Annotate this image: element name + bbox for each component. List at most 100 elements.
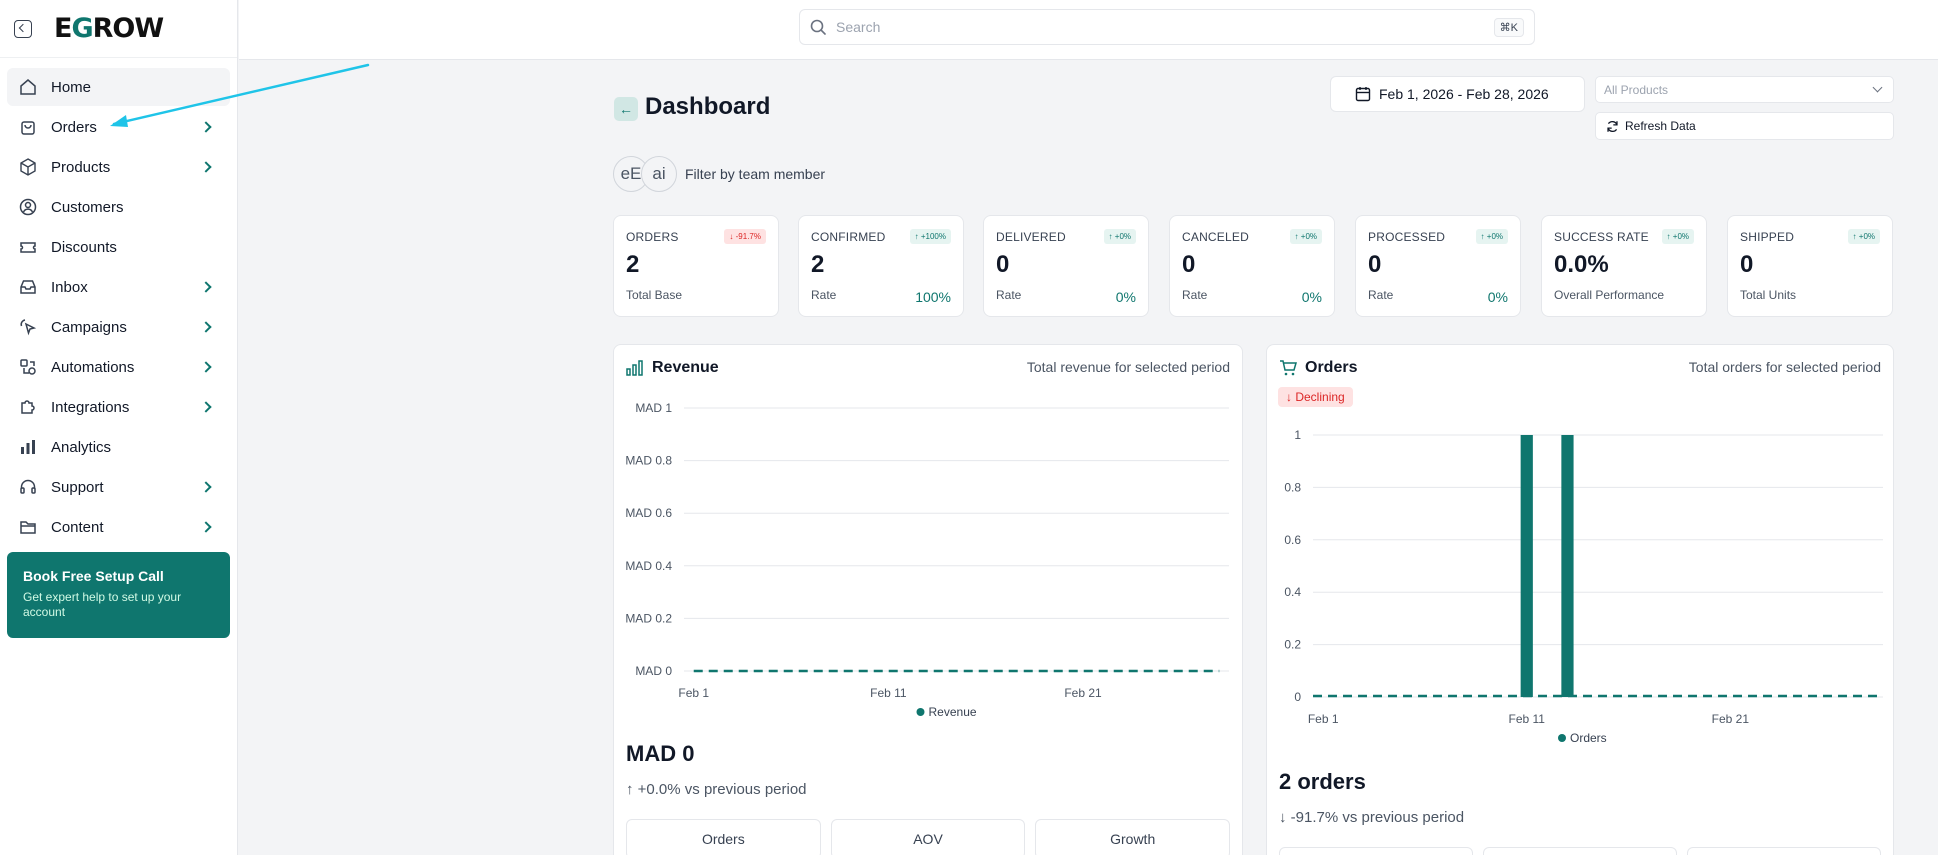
top-bar: Search ⌘K [239,0,1938,60]
search-input[interactable]: Search ⌘K [799,9,1535,45]
orders-comparison: ↓ -91.7% vs previous period [1279,809,1465,826]
chevron-right-icon[interactable] [200,521,212,533]
stat-value: 0 [1182,251,1196,278]
stat-sub: Rate [1368,288,1394,302]
legend-marker [1558,734,1566,742]
collapse-sidebar-icon[interactable] [14,19,32,38]
orders-panel: Orders Total orders for selected period … [1266,344,1894,855]
team-filter[interactable]: eE ai Filter by team member [613,156,825,192]
date-range-label: Feb 1, 2026 - Feb 28, 2026 [1379,86,1549,102]
sidebar-item-discounts[interactable]: Discounts [7,228,230,266]
sidebar-item-campaigns[interactable]: Campaigns [7,308,230,346]
stat-name: ORDERS [626,230,679,244]
sidebar-item-label: Integrations [51,398,130,416]
stat-card-success-rate[interactable]: SUCCESS RATE ↑ +0% 0.0% Overall Performance [1541,215,1707,317]
stat-name: SHIPPED [1740,230,1795,244]
revenue-total: MAD 0 [626,741,695,766]
chevron-right-icon[interactable] [200,361,212,373]
chevron-right-icon[interactable] [200,321,212,333]
tile[interactable] [1687,847,1881,855]
arrow-up-icon: ↑ [914,232,919,241]
cart-icon [1280,360,1297,376]
sidebar-item-home[interactable]: Home [7,68,230,106]
sidebar-item-automations[interactable]: Automations [7,348,230,386]
growth-tile[interactable]: Growth [1035,819,1231,855]
stat-card-confirmed[interactable]: CONFIRMED ↑ +100% 2 Rate 100% [798,215,964,317]
chevron-right-icon[interactable] [200,281,212,293]
orders-description: Total orders for selected period [1688,359,1881,375]
sidebar-item-integrations[interactable]: Integrations [7,388,230,426]
box-icon [19,158,37,176]
arrow-left-icon: ← [619,101,633,117]
stat-card-shipped[interactable]: SHIPPED ↑ +0% 0 Total Units [1727,215,1893,317]
y-tick-label: MAD 0 [635,664,672,678]
refresh-data-button[interactable]: Refresh Data [1595,112,1894,140]
aov-tile[interactable]: AOV [830,819,1026,855]
stat-change-badge: ↑ +0% [1475,229,1508,244]
product-filter-select[interactable]: All Products [1595,76,1894,103]
search-placeholder: Search [836,19,881,35]
sidebar-item-orders[interactable]: Orders [7,108,230,146]
sidebar-item-support[interactable]: Support [7,468,230,506]
promo-text: Get expert help to set up your account [23,590,182,619]
annotation-arrow [110,63,370,127]
stat-card-delivered[interactable]: DELIVERED ↑ +0% 0 Rate 0% [983,215,1149,317]
arrow-up-icon: ↑ [1480,232,1485,241]
book-setup-call-card[interactable]: Book Free Setup Call Get expert help to … [7,552,230,638]
stat-rate: 0% [1487,289,1508,305]
sidebar-item-label: Orders [51,118,97,136]
y-tick-label: MAD 0.2 [625,611,672,625]
folder-icon [19,518,37,536]
orders-tile[interactable]: Orders [626,819,821,855]
sidebar-item-inbox[interactable]: Inbox [7,268,230,306]
revenue-chart: MAD 0 MAD 0.2 MAD 0.4 MAD 0.6 MAD 0.8 MAD 1 Fe… [625,401,1229,719]
orders-bar [1520,435,1533,697]
calendar-icon [1355,87,1371,102]
pointer-icon [19,318,37,336]
sidebar-item-label: Campaigns [51,318,127,336]
back-button[interactable]: ← [614,97,638,121]
sidebar-item-customers[interactable]: Customers [7,188,230,226]
avatar[interactable]: ai [641,156,677,192]
stat-value: 0 [996,251,1010,278]
automation-icon [19,358,37,376]
stat-card-orders[interactable]: ORDERS ↓ -91.7% 2 Total Base [613,215,779,317]
sidebar-item-analytics[interactable]: Analytics [7,428,230,466]
arrow-down-icon: ↓ [1286,390,1292,404]
refresh-label: Refresh Data [1625,119,1696,133]
stat-change-badge: ↑ +100% [909,229,951,244]
sidebar-item-label: Automations [51,358,135,376]
revenue-tiles: Orders AOV Growth [626,819,1231,855]
stat-name: DELIVERED [996,230,1066,244]
revenue-panel: Revenue Total revenue for selected perio… [613,344,1243,855]
revenue-description: Total revenue for selected period [1026,359,1230,375]
stat-sub: Rate [996,288,1022,302]
bag-icon [19,118,37,136]
sidebar-item-products[interactable]: Products [7,148,230,186]
search-shortcut: ⌘K [1493,17,1524,37]
sidebar-item-label: Customers [51,198,124,216]
chevron-right-icon[interactable] [200,161,212,173]
promo-title: Book Free Setup Call [23,568,164,584]
home-icon [19,78,37,96]
stat-sub: Overall Performance [1554,288,1665,302]
orders-title: Orders [1279,359,1357,377]
ticket-icon [19,238,37,256]
tile[interactable] [1279,847,1473,855]
sidebar-header: EGROW [0,0,237,58]
stat-change-badge: ↑ +0% [1103,229,1136,244]
stat-change-badge: ↑ +0% [1661,229,1694,244]
chevron-right-icon[interactable] [200,401,212,413]
tile[interactable] [1483,847,1677,855]
bar-chart-icon [626,360,643,376]
sidebar: EGROW Home Orders Products Customers Discoun… [0,0,238,855]
logo[interactable]: EGROW [54,13,164,44]
date-range-picker[interactable]: Feb 1, 2026 - Feb 28, 2026 [1330,76,1585,112]
stat-value: 0 [1368,251,1382,278]
stat-card-processed[interactable]: PROCESSED ↑ +0% 0 Rate 0% [1355,215,1521,317]
y-tick-label: 0.6 [1284,533,1301,547]
stat-card-canceled[interactable]: CANCELED ↑ +0% 0 Rate 0% [1169,215,1335,317]
chevron-right-icon[interactable] [200,481,212,493]
user-circle-icon [19,198,37,216]
sidebar-item-content[interactable]: Content [7,508,230,546]
